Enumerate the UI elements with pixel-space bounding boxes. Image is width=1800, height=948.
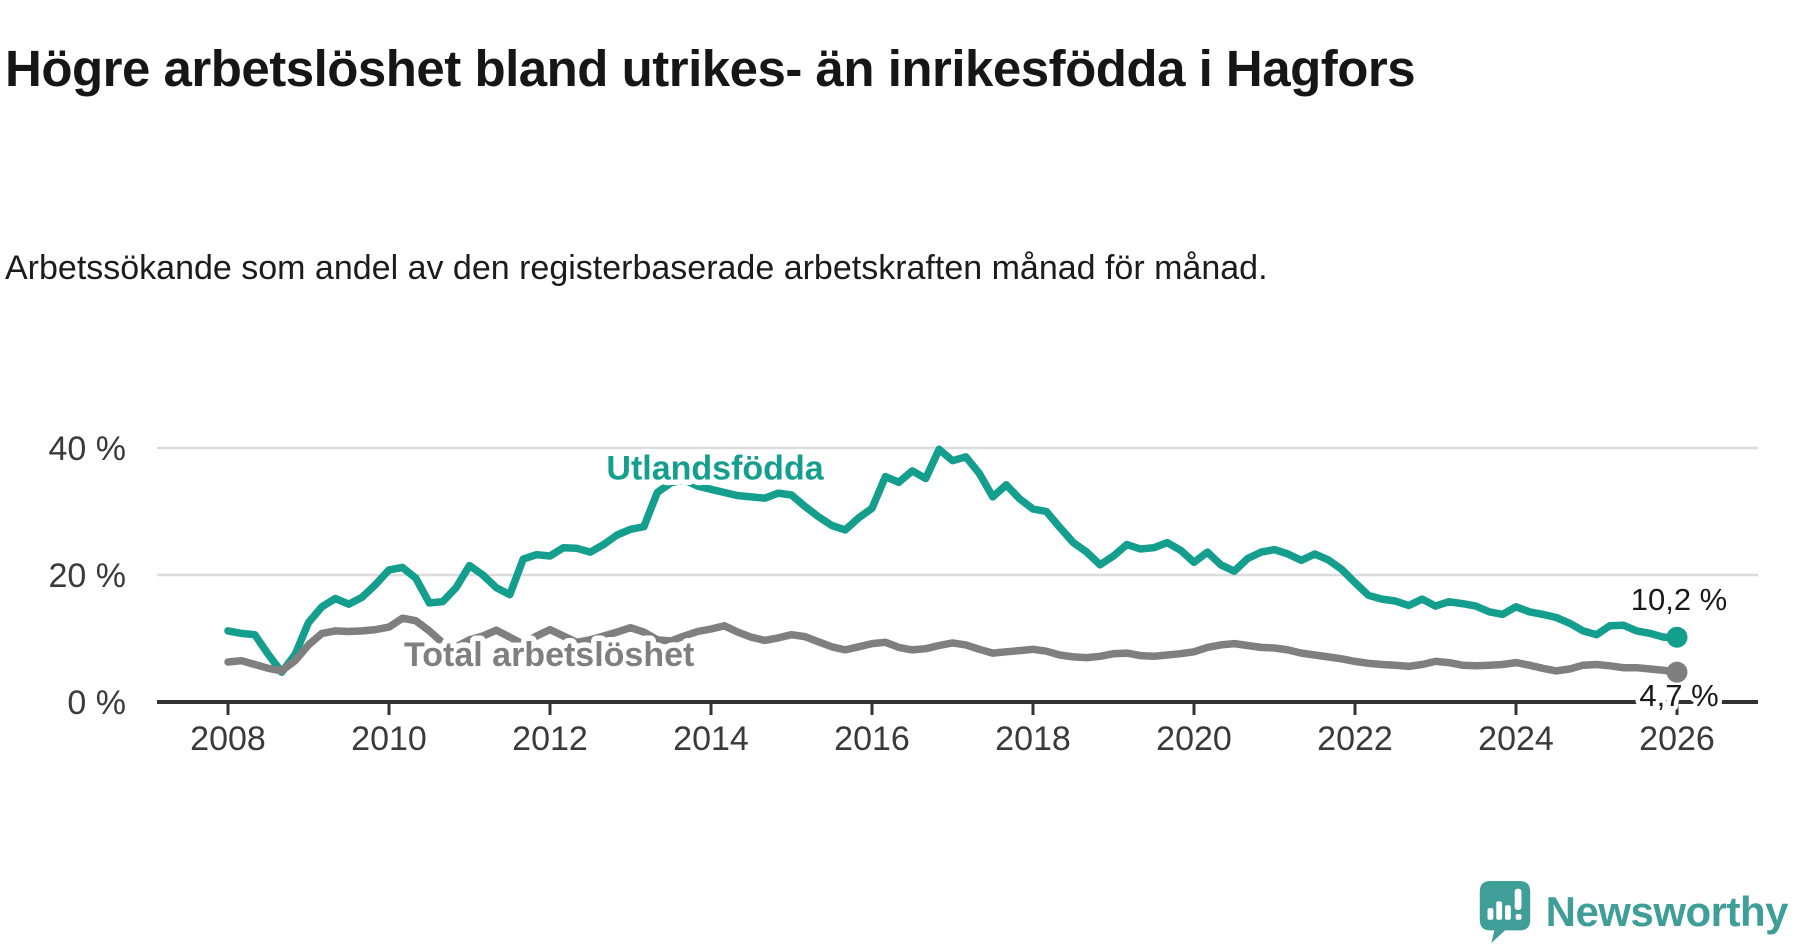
series-line-utlandsfodda	[224, 445, 1681, 676]
newsworthy-logo: Newsworthy	[1478, 880, 1789, 944]
y-tick-label-20: 20 %	[49, 557, 127, 595]
x-tick-label-2018: 2018	[995, 720, 1071, 758]
chart-title: Högre arbetslöshet bland utrikes- än inr…	[5, 40, 1416, 98]
series-line-total	[224, 614, 1681, 676]
chart-svg: 0 % 20 % 40 % 2008 2010 2012 2014 2016 2018 2020 2…	[49, 430, 1758, 758]
x-tick-label-2014: 2014	[673, 720, 749, 758]
x-tick-label-2008: 2008	[190, 720, 266, 758]
newsworthy-wordmark: Newsworthy	[1545, 888, 1789, 935]
y-tick-label-0: 0 %	[67, 684, 126, 722]
x-tick-label-2022: 2022	[1317, 720, 1393, 758]
series-label-utlandsfodda: Utlandsfödda	[606, 450, 824, 488]
chart-area: 0 % 20 % 40 % 2008 2010 2012 2014 2016 2018 2020 2…	[0, 358, 1800, 792]
series-label-total: Total arbetslöshet	[404, 636, 694, 674]
end-label-utlandsfodda: 10,2 %	[1631, 582, 1728, 617]
newsworthy-bubble-chart-icon	[1479, 880, 1530, 944]
y-tick-label-40: 40 %	[49, 430, 127, 468]
x-tick-label-2020: 2020	[1156, 720, 1232, 758]
x-tick-label-2024: 2024	[1478, 720, 1554, 758]
end-label-total: 4,7 %	[1639, 678, 1718, 713]
end-dot-total	[1666, 661, 1688, 683]
x-tick-label-2010: 2010	[351, 720, 427, 758]
end-dot-utlandsfodda	[1666, 626, 1688, 648]
x-tick-label-2012: 2012	[512, 720, 588, 758]
x-tick-label-2026: 2026	[1639, 720, 1715, 758]
chart-subtitle: Arbetssökande som andel av den registerb…	[5, 249, 1268, 287]
x-tick-label-2016: 2016	[834, 720, 910, 758]
